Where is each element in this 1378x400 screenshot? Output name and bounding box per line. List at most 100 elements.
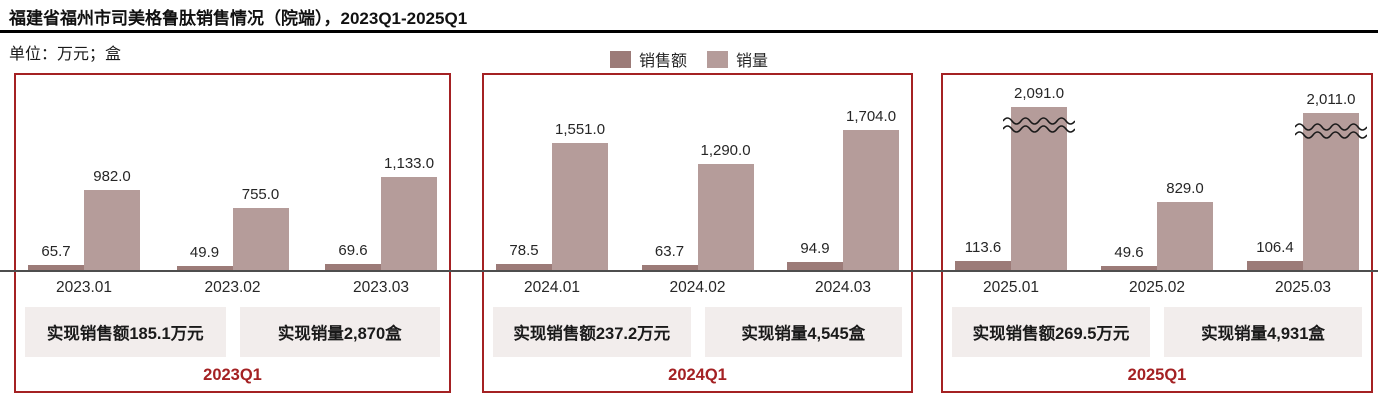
sales-legend-label: 销售额 — [638, 53, 687, 70]
bar-group: 94.9 1,704.0 — [787, 75, 899, 270]
category-label: 2025.03 — [1274, 279, 1332, 296]
quarter-panel: 78.5 1,551.0 63.7 1,290.0 94.9 1,704.0 2024.01… — [482, 73, 913, 393]
sales-value-label: 63.7 — [654, 242, 685, 260]
bar-group: 113.6 2,091.0 — [955, 75, 1075, 270]
category-row: 2024.01 2024.02 2024.03 — [484, 274, 911, 297]
title-divider — [0, 30, 1378, 33]
category-label: 2025.02 — [1128, 279, 1186, 296]
category-label: 2024.01 — [523, 279, 581, 296]
volume-summary-box: 实现销量4,545盒 — [704, 307, 902, 357]
sales-value-label: 49.9 — [189, 243, 220, 261]
sales-bar — [496, 263, 552, 270]
bar-group: 65.7 982.0 — [28, 75, 140, 270]
sales-bar — [1101, 265, 1157, 270]
volume-summary-box: 实现销量2,870盒 — [239, 307, 440, 357]
volume-barwrap: 2,091.0 — [1003, 75, 1075, 270]
volume-value-label: 1,290.0 — [700, 142, 751, 160]
sales-barwrap: 69.6 — [325, 75, 381, 270]
sales-bar — [787, 262, 843, 270]
sales-bar — [641, 264, 698, 270]
category-row: 2025.01 2025.02 2025.03 — [943, 274, 1371, 297]
sales-value-label: 69.6 — [338, 242, 368, 260]
sales-value-label: 65.7 — [41, 242, 71, 260]
sales-barwrap: 78.5 — [496, 75, 552, 270]
sales-barwrap: 49.9 — [176, 75, 233, 270]
sales-bar — [1247, 261, 1303, 270]
volume-bar — [697, 164, 754, 270]
sales-barwrap: 63.7 — [641, 75, 698, 270]
unit-label: 单位：万元；盒 — [9, 46, 122, 63]
sales-bar — [176, 265, 233, 270]
sales-bar — [325, 264, 381, 270]
volume-bar — [232, 208, 289, 270]
volume-bar — [381, 177, 437, 270]
volume-value-label: 982.0 — [93, 167, 131, 185]
volume-bar — [1011, 107, 1067, 270]
sales-value-label: 49.6 — [1114, 243, 1144, 261]
volume-barwrap: 829.0 — [1157, 75, 1213, 270]
category-label: 2023.02 — [204, 279, 261, 296]
quarter-label: 2025Q1 — [1127, 366, 1187, 384]
chart-plot: 65.7 982.0 49.9 755.0 69.6 1,133.0 — [16, 75, 449, 270]
quarter-label: 2024Q1 — [668, 366, 727, 384]
x-axis-line — [0, 270, 1378, 272]
category-label: 2023.03 — [352, 279, 410, 296]
volume-value-label: 1,704.0 — [845, 108, 897, 126]
sales-summary-box: 实现销售额269.5万元 — [952, 307, 1150, 357]
volume-barwrap: 1,133.0 — [381, 75, 437, 270]
volume-barwrap: 982.0 — [84, 75, 140, 270]
sales-value-label: 78.5 — [509, 241, 539, 259]
volume-bar — [84, 189, 140, 270]
volume-bar — [1303, 112, 1359, 270]
sales-legend-swatch — [609, 50, 631, 68]
bar-group: 49.6 829.0 — [1101, 75, 1213, 270]
volume-bar — [1157, 202, 1213, 270]
page-title: 福建省福州市司美格鲁肽销售情况（院端），2023Q1-2025Q1 — [9, 9, 468, 28]
chart-legend: 销售额 销量 — [0, 47, 1378, 71]
chart-plot: 78.5 1,551.0 63.7 1,290.0 94.9 1,704.0 — [484, 75, 911, 270]
sales-barwrap: 106.4 — [1247, 75, 1303, 270]
sales-barwrap: 94.9 — [787, 75, 843, 270]
volume-value-label: 2,091.0 — [1013, 85, 1065, 103]
volume-bar — [843, 130, 899, 270]
bar-group: 49.9 755.0 — [176, 75, 289, 270]
volume-value-label: 755.0 — [241, 186, 280, 204]
sales-value-label: 94.9 — [800, 240, 830, 258]
sales-barwrap: 49.6 — [1101, 75, 1157, 270]
quarter-label: 2023Q1 — [203, 366, 262, 384]
volume-barwrap: 1,704.0 — [843, 75, 899, 270]
volume-barwrap: 1,551.0 — [552, 75, 608, 270]
volume-value-label: 829.0 — [1166, 180, 1204, 197]
sales-bar — [28, 264, 84, 270]
sales-barwrap: 113.6 — [955, 75, 1011, 270]
category-label: 2024.03 — [814, 279, 872, 296]
volume-bar — [552, 142, 608, 270]
sales-bar — [955, 260, 1011, 270]
category-label: 2024.02 — [669, 279, 726, 296]
bar-group: 78.5 1,551.0 — [496, 75, 608, 270]
quarter-panel: 113.6 2,091.0 49.6 829.0 106.4 2,011.0 2025.01… — [941, 73, 1373, 393]
volume-value-label: 1,551.0 — [554, 120, 606, 138]
summary-row: 实现销售额269.5万元 实现销量4,931盒 — [952, 307, 1362, 357]
volume-value-label: 2,011.0 — [1306, 90, 1356, 108]
bar-group: 69.6 1,133.0 — [325, 75, 437, 270]
summary-row: 实现销售额237.2万元 实现销量4,545盒 — [493, 307, 902, 357]
category-label: 2025.01 — [982, 279, 1040, 296]
bar-group: 106.4 2,011.0 — [1247, 75, 1367, 270]
volume-legend-label: 销量 — [736, 53, 769, 70]
sales-value-label: 106.4 — [1256, 239, 1294, 257]
quarter-panel: 65.7 982.0 49.9 755.0 69.6 1,133.0 2023.01 2023… — [14, 73, 451, 393]
category-label: 2023.01 — [55, 279, 113, 296]
volume-barwrap: 1,290.0 — [697, 75, 754, 270]
volume-barwrap: 755.0 — [232, 75, 289, 270]
volume-summary-box: 实现销量4,931盒 — [1164, 307, 1362, 357]
volume-barwrap: 2,011.0 — [1295, 75, 1367, 270]
category-row: 2023.01 2023.02 2023.03 — [16, 274, 449, 297]
sales-summary-box: 实现销售额237.2万元 — [493, 307, 691, 357]
volume-value-label: 1,133.0 — [383, 155, 435, 173]
bar-group: 63.7 1,290.0 — [641, 75, 754, 270]
sales-summary-box: 实现销售额185.1万元 — [25, 307, 226, 357]
volume-legend-swatch — [707, 50, 728, 68]
chart-plot: 113.6 2,091.0 49.6 829.0 106.4 2,011.0 — [943, 75, 1371, 270]
sales-value-label: 113.6 — [964, 238, 1002, 256]
